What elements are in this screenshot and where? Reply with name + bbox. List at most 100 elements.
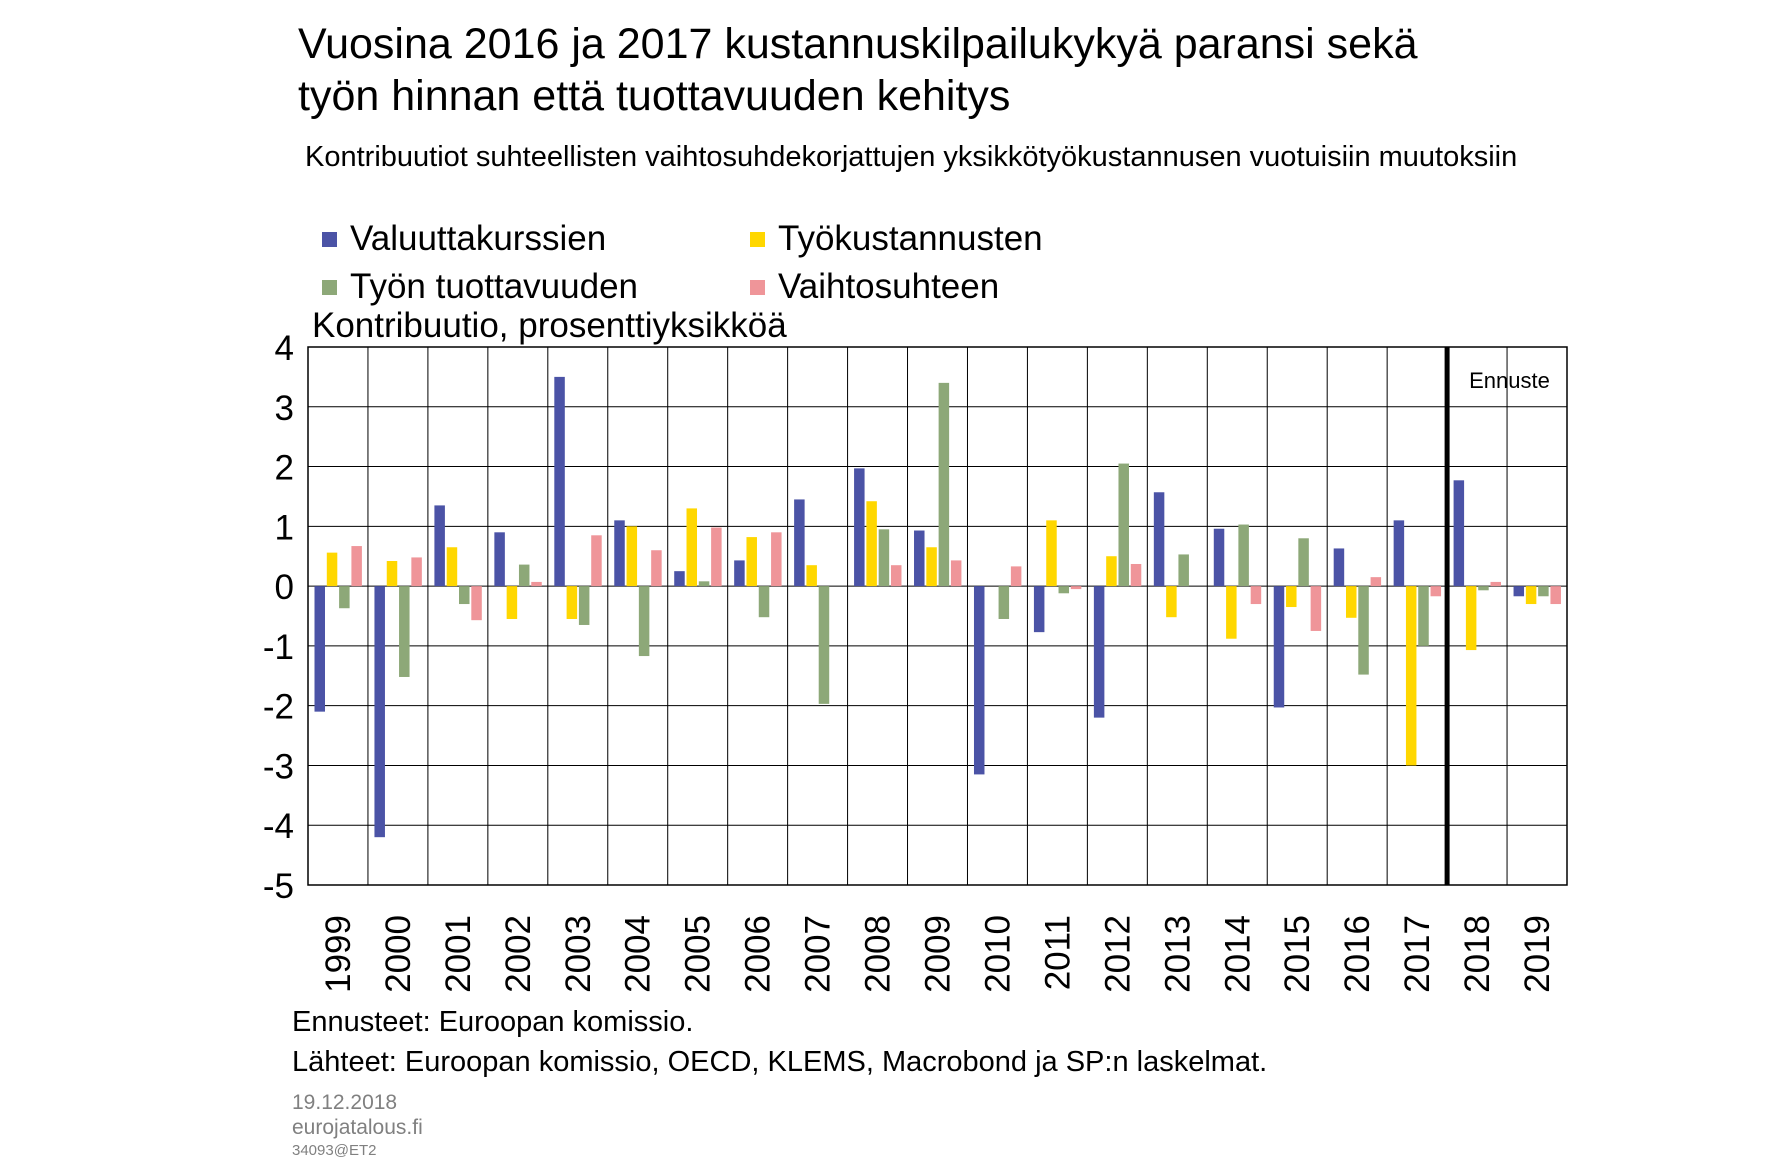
bar-vaihtosuhteen-2005 <box>711 527 722 587</box>
bar-ty-kustannusten-2005 <box>686 508 698 587</box>
bar-vaihtosuhteen-2015 <box>1310 586 1322 631</box>
legend-label-tyokustannusten: Työkustannusten <box>778 219 1043 258</box>
x-tick-label: 2010 <box>978 915 1017 993</box>
bar-valuuttakurssien-2007 <box>794 499 805 587</box>
bar-ty-kustannusten-2017 <box>1405 586 1417 766</box>
x-tick-label: 2001 <box>439 915 478 993</box>
bar-ty-kustannusten-2002 <box>506 586 518 619</box>
bar-ty-n-tuottavuuden-2008 <box>878 529 890 587</box>
bar-valuuttakurssien-2000 <box>374 586 385 838</box>
bar-ty-kustannusten-2019 <box>1525 586 1537 605</box>
legend-item-tyokustannusten: Työkustannusten <box>750 219 1043 259</box>
x-tick-label: 2005 <box>679 915 718 993</box>
bar-ty-n-tuottavuuden-2006 <box>758 586 770 618</box>
bar-ty-kustannusten-2003 <box>566 586 578 619</box>
bar-ty-kustannusten-2000 <box>386 561 398 587</box>
bar-ty-n-tuottavuuden-2011 <box>1058 586 1070 594</box>
x-tick-label: 2007 <box>799 915 838 993</box>
bar-vaihtosuhteen-2016 <box>1370 577 1382 587</box>
bar-ty-n-tuottavuuden-2005 <box>698 581 710 587</box>
bar-vaihtosuhteen-2003 <box>591 535 602 587</box>
y-tick-label: -5 <box>263 867 294 906</box>
bar-ty-kustannusten-2006 <box>746 537 757 587</box>
bar-ty-n-tuottavuuden-2000 <box>399 586 410 677</box>
bar-ty-n-tuottavuuden-2002 <box>518 564 530 587</box>
y-tick-label: -2 <box>263 688 294 727</box>
x-tick-label: 2015 <box>1278 915 1317 993</box>
site-link[interactable]: eurojatalous.fi <box>292 1116 423 1139</box>
bar-ty-n-tuottavuuden-2015 <box>1298 538 1309 587</box>
bar-ty-kustannusten-2018 <box>1465 586 1477 651</box>
bar-ty-n-tuottavuuden-2017 <box>1418 586 1429 646</box>
y-tick-label: -4 <box>263 807 294 846</box>
bar-valuuttakurssien-2011 <box>1033 586 1045 633</box>
bar-ty-kustannusten-2004 <box>626 526 638 587</box>
bar-vaihtosuhteen-2002 <box>531 581 542 587</box>
x-tick-label: 2016 <box>1338 915 1377 993</box>
bar-vaihtosuhteen-2000 <box>411 557 422 587</box>
chart-title-line-2: työn hinnan että tuottavuuden kehitys <box>298 72 1011 120</box>
bar-ty-kustannusten-2008 <box>866 501 877 587</box>
bar-ty-n-tuottavuuden-2012 <box>1118 463 1129 587</box>
bar-ty-n-tuottavuuden-2018 <box>1478 586 1489 591</box>
bar-ty-n-tuottavuuden-2003 <box>578 586 590 625</box>
legend-label-valuuttakurssien: Valuuttakurssien <box>350 219 607 258</box>
x-tick-label: 2003 <box>559 915 598 993</box>
bar-valuuttakurssien-2008 <box>854 468 865 587</box>
bar-vaihtosuhteen-2008 <box>890 565 902 587</box>
bar-valuuttakurssien-2010 <box>973 586 985 775</box>
forecast-source-note: Ennusteet: Euroopan komissio. <box>292 1006 694 1038</box>
y-tick-label: 0 <box>275 568 294 607</box>
bar-valuuttakurssien-2001 <box>434 505 445 587</box>
bar-vaihtosuhteen-2011 <box>1070 586 1082 590</box>
bar-chart: 4 3 2 1 0 -1 -2 -3 -4 -5 1999 2000 2001 2002 2003 2004 2… <box>263 329 1568 993</box>
bar-valuuttakurssien-2004 <box>614 520 625 587</box>
legend-item-valuuttakurssien: Valuuttakurssien <box>322 219 606 259</box>
bar-vaihtosuhteen-2014 <box>1250 586 1262 605</box>
legend-label-tyon-tuottavuuden: Työn tuottavuuden <box>350 267 638 306</box>
publish-date: 19.12.2018 <box>292 1091 398 1114</box>
x-tick-label: 2000 <box>379 915 418 993</box>
bar-ty-n-tuottavuuden-2014 <box>1238 524 1249 587</box>
bar-vaihtosuhteen-2004 <box>651 550 662 587</box>
y-tick-label: 2 <box>275 449 294 488</box>
bar-valuuttakurssien-2006 <box>734 560 745 587</box>
bar-valuuttakurssien-2018 <box>1453 480 1465 587</box>
y-tick-label: -3 <box>263 747 294 786</box>
x-tick-label: 2008 <box>859 915 898 993</box>
bar-ty-kustannusten-2009 <box>926 547 937 587</box>
bar-valuuttakurssien-2012 <box>1093 586 1105 718</box>
bar-vaihtosuhteen-2019 <box>1550 586 1561 605</box>
bar-ty-kustannusten-2016 <box>1345 586 1357 618</box>
bar-vaihtosuhteen-2010 <box>1010 566 1022 587</box>
x-tick-label: 2004 <box>619 915 658 993</box>
x-tick-label: 2014 <box>1218 915 1257 993</box>
legend-item-tyon-tuottavuuden: Työn tuottavuuden <box>322 267 638 307</box>
bar-valuuttakurssien-2002 <box>494 532 505 587</box>
bar-valuuttakurssien-2015 <box>1273 586 1285 708</box>
bar-ty-n-tuottavuuden-2013 <box>1178 554 1189 587</box>
chart-legend: Valuuttakurssien Työkustannusten Työn tu… <box>322 212 1222 312</box>
bar-valuuttakurssien-2016 <box>1333 548 1345 587</box>
bar-valuuttakurssien-2005 <box>674 571 685 587</box>
bar-ty-kustannusten-2015 <box>1286 586 1297 608</box>
x-tick-label: 2013 <box>1158 915 1197 993</box>
y-tick-label: -1 <box>263 628 294 667</box>
bar-valuuttakurssien-2014 <box>1213 528 1225 587</box>
bar-vaihtosuhteen-2001 <box>471 586 482 621</box>
chart-subtitle: Kontribuutiot suhteellisten vaihtosuhdek… <box>305 141 1518 173</box>
bar-ty-n-tuottavuuden-2009 <box>938 382 950 587</box>
bar-ty-kustannusten-2007 <box>806 565 817 587</box>
bar-ty-kustannusten-2011 <box>1046 520 1057 587</box>
bar-ty-n-tuottavuuden-2019 <box>1538 586 1549 597</box>
legend-swatch-tyon-tuottavuuden <box>322 279 337 295</box>
forecast-label: Ennuste <box>1469 368 1550 393</box>
x-tick-label: 2019 <box>1518 915 1557 993</box>
x-tick-label: 2002 <box>499 915 538 993</box>
chart-meta: 19.12.2018 eurojatalous.fi 34093@ET2 <box>292 1090 423 1162</box>
legend-label-vaihtosuhteen: Vaihtosuhteen <box>778 267 1000 306</box>
bar-ty-kustannusten-1999 <box>326 552 338 587</box>
y-tick-label: 1 <box>275 508 294 547</box>
chart-title: Vuosina 2016 ja 2017 kustannuskilpailuky… <box>298 18 1598 122</box>
x-tick-label: 2018 <box>1458 915 1497 993</box>
